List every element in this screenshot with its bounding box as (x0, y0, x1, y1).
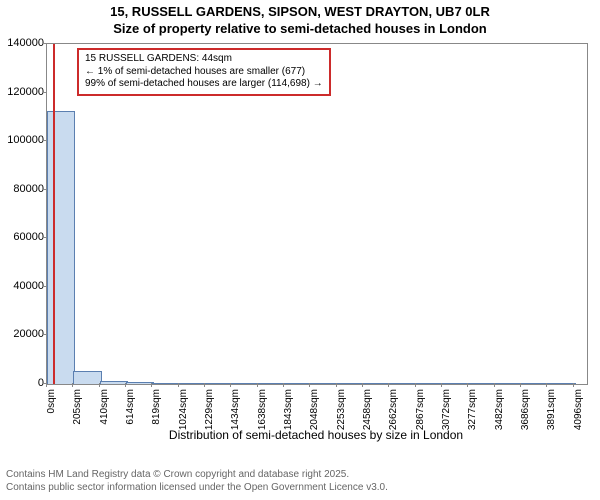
histogram-bar (468, 383, 496, 385)
histogram-bar (310, 383, 338, 385)
x-tick-mark (72, 383, 73, 387)
histogram-bar (442, 383, 470, 385)
x-tick-label: 2662sqm (388, 389, 399, 430)
x-tick-mark (362, 383, 363, 387)
histogram-bar (126, 382, 154, 384)
x-tick-label: 205sqm (72, 389, 83, 425)
x-tick-label: 3072sqm (441, 389, 452, 430)
y-tick-label: 0 (0, 377, 44, 389)
histogram-bar (179, 383, 207, 385)
x-tick-label: 1434sqm (230, 389, 241, 430)
histogram-bar (284, 383, 312, 385)
histogram-chart: Number of semi-detached properties 15 RU… (0, 38, 600, 438)
x-tick-label: 1843sqm (283, 389, 294, 430)
x-tick-mark (573, 383, 574, 387)
histogram-bar (363, 383, 391, 385)
x-tick-mark (125, 383, 126, 387)
x-tick-label: 4096sqm (573, 389, 584, 430)
x-tick-label: 2048sqm (309, 389, 320, 430)
y-tick-label: 60000 (0, 231, 44, 243)
x-tick-mark (415, 383, 416, 387)
x-tick-label: 614sqm (125, 389, 136, 425)
x-tick-label: 3482sqm (494, 389, 505, 430)
x-tick-label: 819sqm (151, 389, 162, 425)
histogram-bar (47, 111, 75, 384)
y-tick-mark (42, 140, 46, 141)
histogram-bar (73, 371, 101, 384)
x-tick-label: 1638sqm (257, 389, 268, 430)
x-tick-mark (546, 383, 547, 387)
x-tick-label: 1229sqm (204, 389, 215, 430)
histogram-bar (547, 383, 575, 385)
title-line-2: Size of property relative to semi-detach… (0, 21, 600, 38)
x-tick-mark (388, 383, 389, 387)
x-tick-label: 1024sqm (178, 389, 189, 430)
x-tick-mark (204, 383, 205, 387)
histogram-bar (337, 383, 365, 385)
y-tick-label: 20000 (0, 328, 44, 340)
y-tick-mark (42, 189, 46, 190)
plot-area: 15 RUSSELL GARDENS: 44sqm ← 1% of semi-d… (46, 43, 588, 385)
attribution-footer: Contains HM Land Registry data © Crown c… (0, 464, 600, 500)
y-tick-label: 140000 (0, 37, 44, 49)
x-tick-label: 410sqm (99, 389, 110, 425)
x-tick-mark (230, 383, 231, 387)
y-tick-label: 40000 (0, 280, 44, 292)
y-tick-mark (42, 237, 46, 238)
x-tick-label: 2867sqm (415, 389, 426, 430)
x-tick-label: 2253sqm (336, 389, 347, 430)
x-tick-label: 3277sqm (467, 389, 478, 430)
footer-line-1: Contains HM Land Registry data © Crown c… (6, 468, 594, 481)
histogram-bar (231, 383, 259, 385)
y-tick-mark (42, 92, 46, 93)
y-tick-mark (42, 334, 46, 335)
x-tick-label: 0sqm (46, 389, 57, 413)
x-tick-mark (257, 383, 258, 387)
histogram-bar (205, 383, 233, 385)
histogram-bar (495, 383, 523, 385)
histogram-bar (100, 381, 128, 384)
y-tick-label: 120000 (0, 86, 44, 98)
x-tick-mark (151, 383, 152, 387)
title-line-1: 15, RUSSELL GARDENS, SIPSON, WEST DRAYTO… (0, 4, 600, 21)
callout-line-2: ← 1% of semi-detached houses are smaller… (85, 66, 323, 79)
chart-title: 15, RUSSELL GARDENS, SIPSON, WEST DRAYTO… (0, 0, 600, 38)
x-tick-label: 2458sqm (362, 389, 373, 430)
y-tick-mark (42, 43, 46, 44)
x-tick-mark (283, 383, 284, 387)
x-tick-mark (494, 383, 495, 387)
x-tick-mark (178, 383, 179, 387)
x-tick-mark (99, 383, 100, 387)
callout-line-3: 99% of semi-detached houses are larger (… (85, 78, 323, 91)
x-tick-mark (309, 383, 310, 387)
histogram-bar (521, 383, 549, 385)
y-tick-label: 80000 (0, 183, 44, 195)
x-tick-label: 3891sqm (546, 389, 557, 430)
histogram-bar (258, 383, 286, 385)
x-tick-mark (336, 383, 337, 387)
property-marker-callout: 15 RUSSELL GARDENS: 44sqm ← 1% of semi-d… (77, 48, 331, 96)
y-tick-mark (42, 286, 46, 287)
x-tick-mark (46, 383, 47, 387)
x-tick-mark (520, 383, 521, 387)
callout-line-1: 15 RUSSELL GARDENS: 44sqm (85, 53, 323, 66)
histogram-bar (416, 383, 444, 385)
x-tick-mark (467, 383, 468, 387)
x-tick-label: 3686sqm (520, 389, 531, 430)
histogram-bar (389, 383, 417, 385)
y-tick-label: 100000 (0, 134, 44, 146)
histogram-bar (152, 383, 180, 385)
x-tick-mark (441, 383, 442, 387)
footer-line-2: Contains public sector information licen… (6, 481, 594, 494)
property-marker-line (53, 44, 55, 384)
